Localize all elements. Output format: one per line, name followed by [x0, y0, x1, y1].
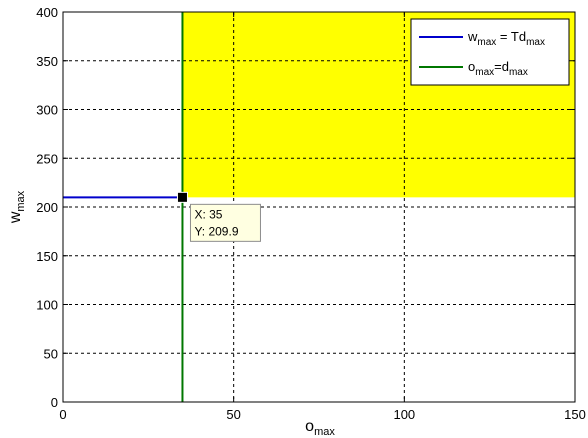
x-axis-label-sub: max: [314, 426, 335, 438]
legend: wmax = Tdmax omax=dmax: [410, 18, 570, 86]
series-lines: [63, 12, 184, 402]
y-tick-label: 250: [36, 151, 58, 166]
y-axis-label-main: w: [7, 211, 24, 224]
y-tick-label: 400: [36, 5, 58, 20]
y-tick-label: 100: [36, 298, 58, 313]
legend-label-omax: omax=dmax: [468, 59, 528, 78]
y-axis-label-sub: max: [15, 190, 27, 211]
y-tick-label: 200: [36, 200, 58, 215]
y-tick-label: 0: [51, 395, 58, 410]
datatip-marker[interactable]: [176, 191, 188, 203]
datatip-y-label: Y: 209.9: [194, 224, 238, 238]
datatip-x-label: X: 35: [194, 207, 222, 221]
x-tick-label: 0: [59, 407, 66, 422]
x-tick-label: 100: [393, 407, 415, 422]
y-tick-label: 300: [36, 103, 58, 118]
y-tick-label: 150: [36, 249, 58, 264]
y-axis-label: wmax: [7, 190, 27, 224]
datatip-box[interactable]: [189, 203, 261, 242]
legend-box: [410, 18, 570, 86]
x-axis-label-main: o: [305, 418, 314, 435]
x-tick-label: 150: [564, 407, 586, 422]
axes: [62, 11, 576, 403]
x-tick-label: 50: [226, 407, 240, 422]
datatip[interactable]: X: 35 Y: 209.9: [176, 191, 261, 242]
x-axis-label: omax: [305, 418, 335, 438]
legend-label-wmax: wmax = Tdmax: [467, 29, 545, 48]
tick-labels: 0 50 100 150 0 50 100 150 200 250 300 350 400: [36, 5, 586, 422]
y-tick-label: 350: [36, 54, 58, 69]
y-tick-label: 50: [44, 346, 58, 361]
